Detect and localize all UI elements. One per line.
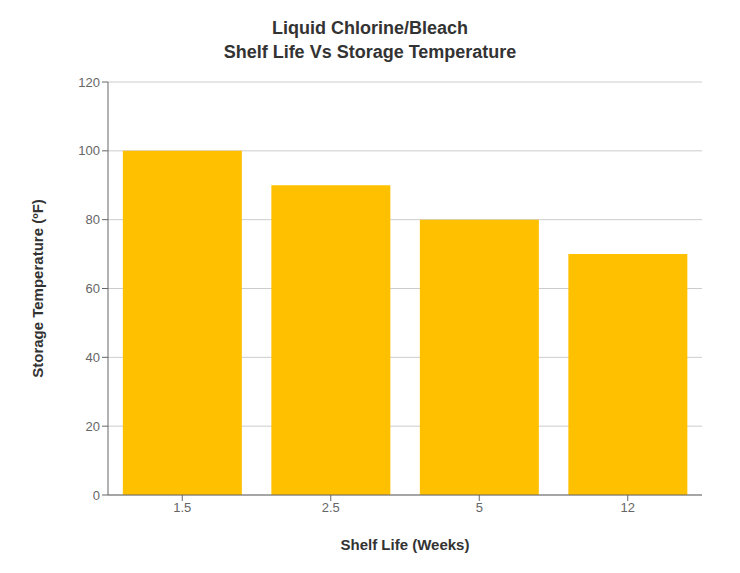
svg-text:80: 80	[86, 212, 100, 227]
svg-text:120: 120	[78, 75, 100, 90]
svg-text:60: 60	[86, 281, 100, 296]
svg-text:2.5: 2.5	[322, 500, 340, 515]
svg-text:40: 40	[86, 350, 100, 365]
svg-text:20: 20	[86, 419, 100, 434]
html-text:Liquid Chlorine/Bleach: Liquid Chlorine/Bleach	[272, 18, 468, 38]
svg-text:Shelf Life (Weeks): Shelf Life (Weeks)	[341, 536, 470, 553]
svg-text:Storage Temperature (ºF): Storage Temperature (ºF)	[29, 199, 46, 378]
svg-text:5: 5	[476, 500, 483, 515]
svg-text:1.5: 1.5	[173, 500, 191, 515]
svg-text:0: 0	[93, 488, 100, 503]
html-text:Shelf Life Vs Storage Temperat: Shelf Life Vs Storage Temperature	[223, 42, 517, 62]
svg-text:100: 100	[78, 143, 100, 158]
svg-text:12: 12	[621, 500, 635, 515]
